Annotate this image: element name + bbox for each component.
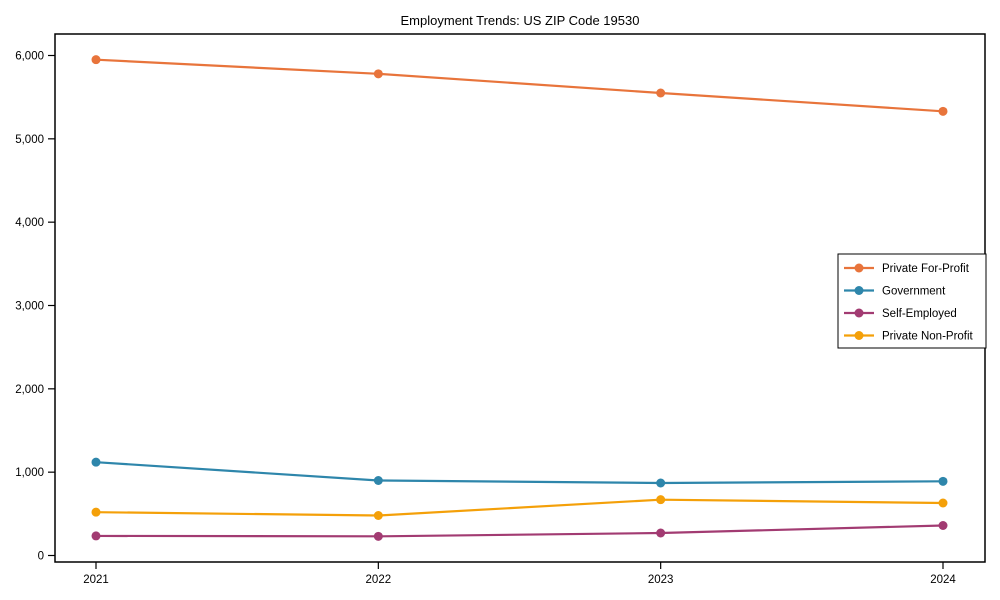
data-point-self-employed [656, 528, 666, 538]
legend-marker-government [854, 286, 864, 295]
data-point-government [91, 457, 101, 467]
chart-title: Employment Trends: US ZIP Code 19530 [401, 13, 640, 28]
data-point-government [656, 478, 666, 488]
data-point-private-non-profit [938, 498, 948, 508]
x-axis-tick-label: 2022 [366, 574, 392, 586]
legend-marker-self-employed [854, 308, 864, 318]
data-point-self-employed [938, 521, 948, 530]
x-axis-tick-label: 2023 [648, 574, 674, 586]
series-line-private-non-profit [95, 498, 944, 517]
y-axis-tick-label: 4,000 [15, 217, 44, 229]
legend: Private For-Profit Government Self-Employe… [837, 253, 987, 349]
legend-label-government: Government [882, 286, 946, 298]
plot-area: 0 1,000 2,000 3,000 4,000 5,000 6,000 2021 2022 2… [15, 33, 986, 586]
y-axis-tick-label: 2,000 [15, 384, 44, 396]
data-point-private-non-profit [91, 507, 101, 517]
legend-marker-private-for-profit [854, 263, 864, 273]
x-axis-tick-label: 2024 [930, 574, 956, 586]
series-line-government [95, 461, 944, 485]
y-axis-tick-label: 1,000 [15, 467, 44, 479]
legend-label-self-employed: Self-Employed [882, 308, 957, 320]
data-point-private-for-profit [91, 55, 101, 65]
data-point-private-non-profit [656, 495, 666, 505]
data-point-self-employed [373, 531, 383, 541]
y-axis-tick-label: 0 [38, 551, 44, 563]
legend-label-private-for-profit: Private For-Profit [882, 263, 970, 275]
legend-label-private-non-profit: Private Non-Profit [882, 331, 974, 343]
data-point-government [938, 476, 948, 486]
y-axis-tick-label: 3,000 [15, 301, 44, 313]
legend-marker-private-non-profit [854, 331, 864, 340]
data-point-government [373, 476, 383, 485]
series-line-private-for-profit [95, 58, 944, 113]
data-point-self-employed [91, 531, 101, 541]
data-point-private-for-profit [938, 106, 948, 116]
y-axis-tick-label: 5,000 [15, 134, 44, 146]
y-axis-tick-label: 6,000 [15, 51, 44, 63]
data-point-private-for-profit [656, 88, 666, 98]
series-line-self-employed [95, 524, 944, 538]
data-point-private-for-profit [373, 69, 383, 79]
data-point-private-non-profit [373, 511, 383, 520]
x-axis-tick-label: 2021 [83, 574, 109, 586]
